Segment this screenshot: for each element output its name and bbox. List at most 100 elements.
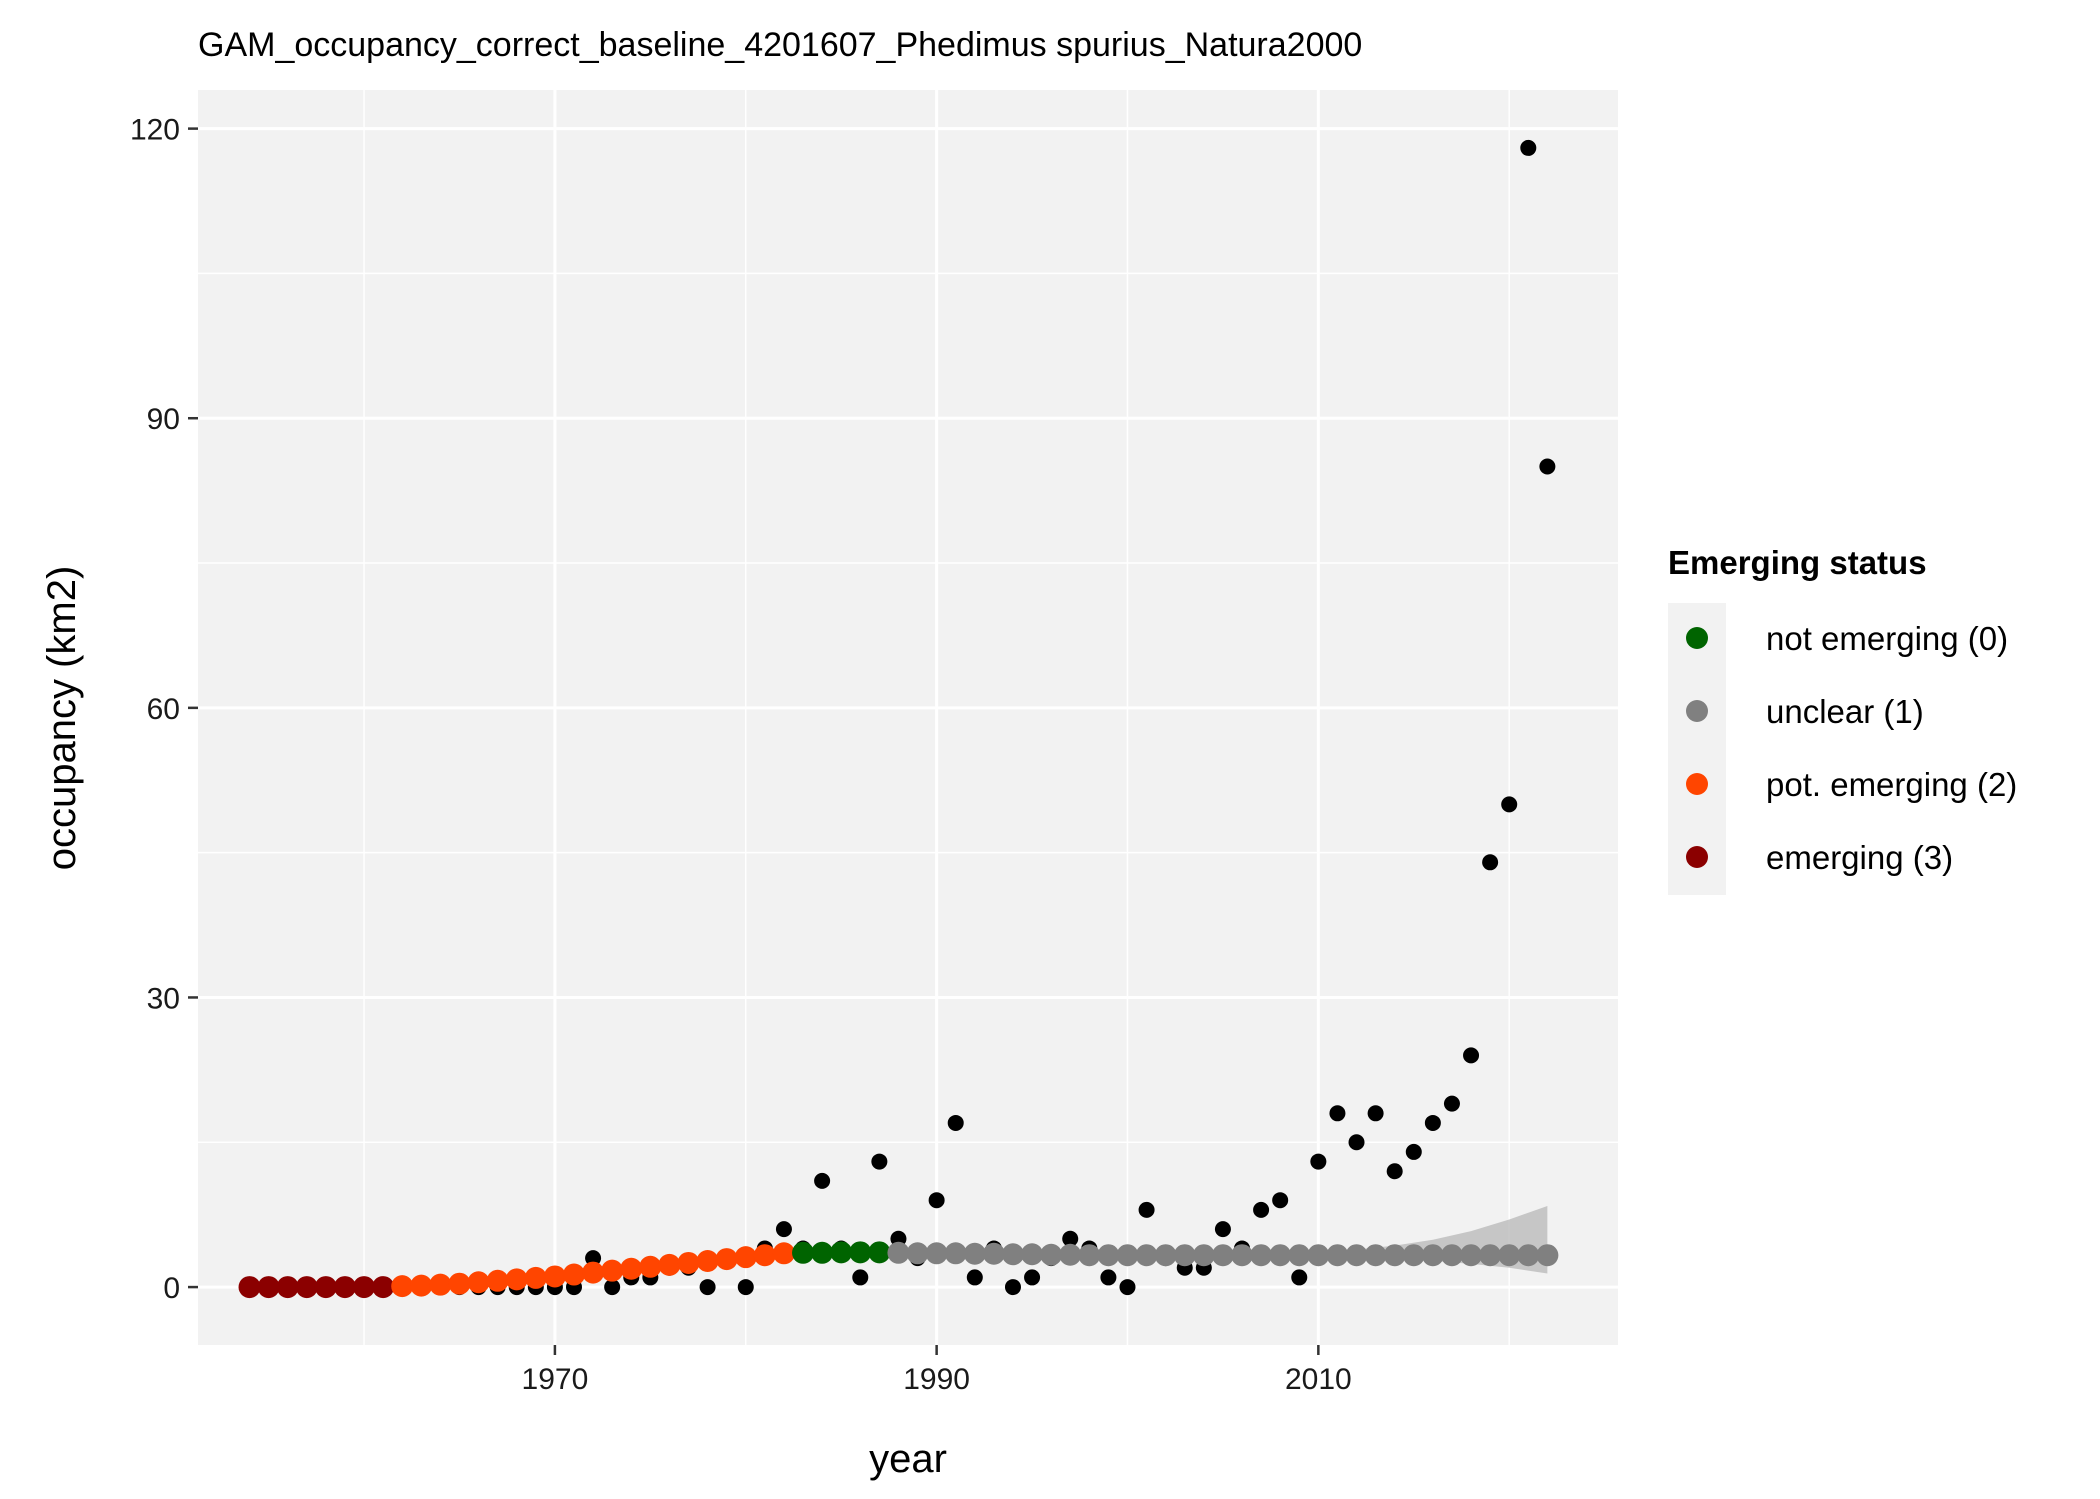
observed-point: [966, 1269, 983, 1286]
fitted-point: [238, 1276, 261, 1299]
fitted-point: [448, 1272, 471, 1295]
fitted-point: [925, 1242, 948, 1265]
fitted-point: [1192, 1244, 1215, 1267]
fitted-point: [1078, 1244, 1101, 1267]
fitted-point: [1250, 1244, 1273, 1267]
fitted-point: [562, 1263, 585, 1286]
legend-title: Emerging status: [1668, 544, 1927, 581]
fitted-points: [238, 1241, 1559, 1299]
fitted-point: [1021, 1243, 1044, 1266]
fitted-point: [1479, 1244, 1502, 1267]
observed-point: [1405, 1143, 1422, 1160]
fitted-point: [543, 1265, 566, 1288]
legend-item-pot-emerging: pot. emerging (2): [1686, 766, 2017, 803]
legend-label: emerging (3): [1766, 839, 1953, 876]
fitted-point: [333, 1276, 356, 1299]
fitted-point: [811, 1241, 834, 1264]
fitted-point: [639, 1255, 662, 1278]
observed-point: [775, 1221, 792, 1238]
fitted-point: [1211, 1244, 1234, 1267]
fitted-point: [1059, 1243, 1082, 1266]
fitted-point: [295, 1276, 318, 1299]
chart-title: GAM_occupancy_correct_baseline_4201607_P…: [198, 26, 1362, 64]
fitted-point: [1269, 1244, 1292, 1267]
legend-item-not-emerging: not emerging (0): [1686, 620, 2008, 657]
legend-swatch: [1686, 627, 1708, 649]
observed-point: [1443, 1095, 1460, 1112]
fitted-point: [830, 1241, 853, 1264]
fitted-point: [677, 1251, 700, 1274]
x-tick-label: 1990: [903, 1363, 970, 1396]
y-tick-label: 30: [147, 982, 180, 1015]
observed-point: [1004, 1279, 1021, 1296]
fitted-point: [792, 1241, 815, 1264]
fitted-point: [1040, 1243, 1063, 1266]
observed-point: [1310, 1153, 1327, 1170]
observed-point: [1062, 1230, 1079, 1247]
fitted-point: [1345, 1244, 1368, 1267]
fitted-point: [620, 1257, 643, 1280]
observed-point: [1482, 854, 1499, 871]
observed-point: [1501, 796, 1518, 813]
fitted-point: [1460, 1244, 1483, 1267]
fitted-point: [1364, 1244, 1387, 1267]
observed-point: [1214, 1221, 1231, 1238]
y-axis-label: occupancy (km2): [40, 566, 84, 871]
fitted-point: [524, 1266, 547, 1289]
legend-swatch: [1686, 700, 1708, 722]
fitted-point: [696, 1250, 719, 1273]
axes: 1970 1990 2010 0 30 60 90 120: [130, 114, 1352, 1396]
legend-swatch: [1686, 846, 1708, 868]
legend-item-emerging: emerging (3): [1686, 839, 1953, 876]
fitted-point: [391, 1275, 414, 1298]
fitted-point: [353, 1276, 376, 1299]
fitted-point: [1116, 1244, 1139, 1267]
fitted-point: [1402, 1244, 1425, 1267]
fitted-point: [429, 1273, 452, 1296]
fitted-point: [1097, 1244, 1120, 1267]
observed-point: [1463, 1047, 1480, 1064]
legend-label: unclear (1): [1766, 693, 1924, 730]
fitted-point: [944, 1242, 967, 1265]
observed-point: [1024, 1269, 1041, 1286]
observed-point: [852, 1269, 869, 1286]
fitted-point: [753, 1244, 776, 1267]
legend-label: not emerging (0): [1766, 620, 2008, 657]
observed-point: [604, 1279, 621, 1296]
observed-point: [1253, 1201, 1270, 1218]
y-tick-label: 0: [163, 1272, 180, 1305]
observed-point: [1329, 1105, 1346, 1122]
observed-point: [1348, 1134, 1365, 1151]
fitted-point: [1231, 1244, 1254, 1267]
fitted-point: [1326, 1244, 1349, 1267]
fitted-point: [1001, 1243, 1024, 1266]
y-tick-label: 120: [130, 114, 180, 147]
x-axis-label: year: [869, 1437, 947, 1481]
fitted-point: [257, 1276, 280, 1299]
plot-panel: [198, 90, 1618, 1345]
fitted-point: [772, 1242, 795, 1265]
fitted-point: [1288, 1244, 1311, 1267]
fitted-point: [1173, 1244, 1196, 1267]
observed-point: [1272, 1192, 1289, 1209]
fitted-point: [1421, 1244, 1444, 1267]
observed-point: [871, 1153, 888, 1170]
observed-point: [1539, 458, 1556, 475]
fitted-point: [963, 1242, 986, 1265]
grid-minor: [198, 90, 1618, 1345]
fitted-point: [410, 1274, 433, 1297]
fitted-point: [658, 1253, 681, 1276]
fitted-point: [276, 1276, 299, 1299]
observed-point: [737, 1279, 754, 1296]
fitted-point: [467, 1271, 490, 1294]
fitted-point: [1307, 1244, 1330, 1267]
observed-point: [1424, 1114, 1441, 1131]
observed-point: [947, 1114, 964, 1131]
fitted-point: [734, 1246, 757, 1269]
legend-item-unclear: unclear (1): [1686, 693, 1924, 730]
fitted-point: [372, 1276, 395, 1299]
y-tick-label: 90: [147, 403, 180, 436]
fitted-point: [906, 1242, 929, 1265]
fitted-point: [601, 1259, 624, 1282]
